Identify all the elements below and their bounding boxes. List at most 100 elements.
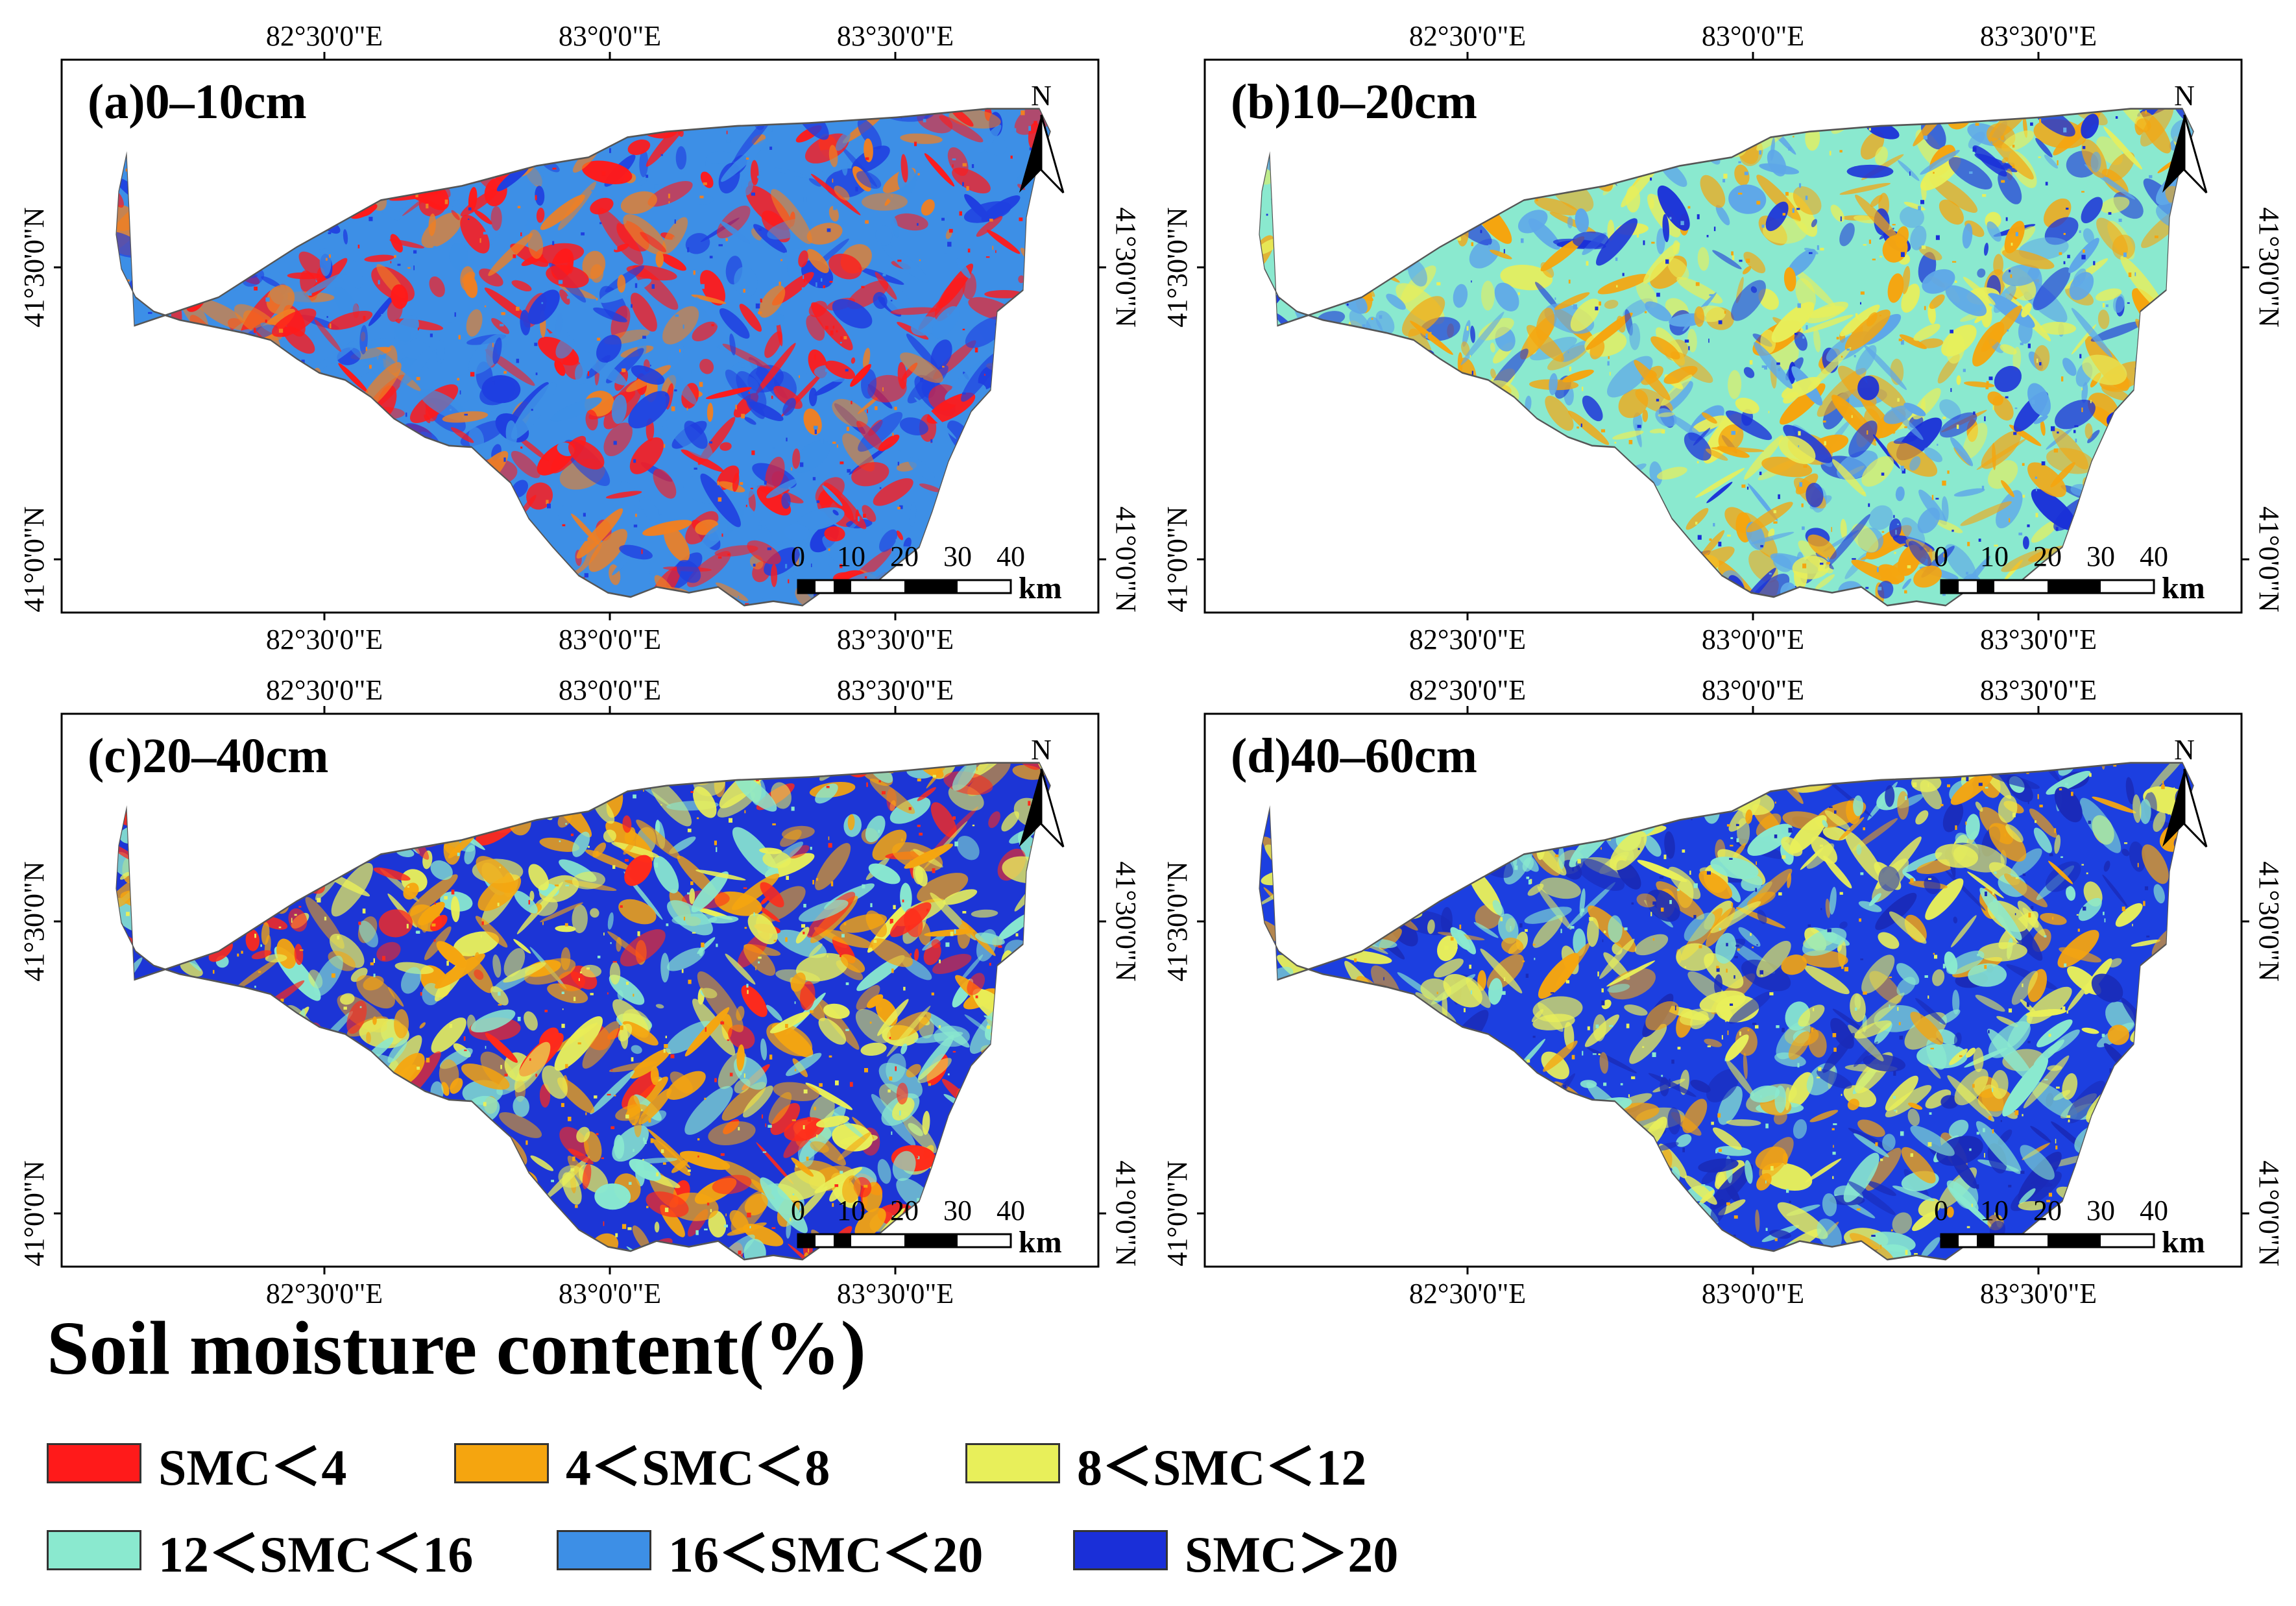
moisture-speckle [1028, 801, 1031, 806]
moisture-speckle [788, 487, 791, 490]
moisture-speckle [1952, 261, 1957, 263]
moisture-speckle [1956, 424, 1959, 430]
moisture-patch [712, 1174, 752, 1195]
moisture-speckle [415, 259, 419, 264]
moisture-patch [555, 925, 576, 932]
tick-bottom-1: 82°30'0"E [266, 1278, 383, 1309]
moisture-speckle [1852, 558, 1856, 560]
moisture-patch [1878, 932, 1900, 949]
moisture-speckle [747, 990, 749, 994]
moisture-speckle [843, 922, 847, 925]
moisture-speckle [690, 881, 694, 885]
moisture-patch [893, 213, 928, 231]
moisture-patch [1945, 285, 1987, 317]
moisture-speckle [660, 154, 663, 156]
moisture-patch [1480, 280, 1495, 311]
moisture-patch [401, 967, 422, 994]
moisture-patch [1892, 1212, 1913, 1234]
moisture-patch [1783, 267, 1796, 292]
moisture-speckle [498, 1004, 502, 1006]
moisture-speckle [599, 222, 602, 225]
moisture-patch [708, 916, 739, 924]
moisture-patch [466, 309, 483, 337]
moisture-speckle [1792, 208, 1795, 213]
moisture-speckle [762, 1151, 767, 1153]
moisture-patch [1656, 467, 1687, 480]
moisture-speckle [2022, 494, 2025, 498]
moisture-speckle [1933, 171, 1935, 174]
moisture-patch [1854, 1133, 1889, 1158]
moisture-speckle [902, 899, 904, 903]
moisture-speckle [865, 157, 869, 160]
moisture-patch [1813, 328, 1821, 352]
moisture-speckle [975, 995, 978, 999]
moisture-speckle [750, 590, 752, 594]
moisture-speckle [833, 205, 837, 210]
moisture-patch [1887, 441, 1938, 477]
moisture-patch [2059, 947, 2102, 963]
moisture-speckle [415, 193, 418, 197]
moisture-patch [234, 956, 281, 991]
moisture-speckle [284, 260, 289, 262]
moisture-speckle [1713, 226, 1716, 232]
moisture-patch [1901, 517, 1926, 548]
moisture-speckle [2128, 272, 2132, 277]
moisture-speckle [931, 992, 934, 995]
moisture-patch [1540, 236, 1585, 272]
moisture-patch [2035, 138, 2053, 158]
moisture-speckle [1723, 173, 1728, 179]
moisture-patch [436, 941, 467, 968]
moisture-patch [770, 1102, 801, 1136]
moisture-patch [1643, 242, 1680, 284]
moisture-patch [745, 480, 762, 500]
moisture-speckle [406, 923, 409, 929]
moisture-patch [961, 351, 1000, 402]
moisture-speckle [232, 290, 236, 294]
moisture-patch [572, 904, 588, 934]
moisture-speckle [1688, 346, 1690, 350]
moisture-patch [1570, 298, 1601, 332]
scale-label-20: 20 [890, 1195, 919, 1226]
moisture-patch [1962, 223, 1973, 249]
moisture-patch [568, 1148, 594, 1165]
moisture-speckle [888, 1089, 891, 1093]
moisture-speckle [1708, 338, 1710, 343]
moisture-speckle [1824, 441, 1826, 446]
moisture-patch [2081, 382, 2088, 404]
moisture-speckle [663, 444, 666, 448]
moisture-patch [1817, 1218, 1842, 1249]
moisture-patch [1990, 1069, 2009, 1099]
moisture-speckle [1876, 567, 1879, 572]
moisture-patch [655, 250, 664, 268]
moisture-speckle [317, 897, 321, 903]
moisture-speckle [542, 921, 544, 925]
moisture-patch [1001, 811, 1020, 832]
moisture-speckle [840, 953, 841, 958]
tick-top-2: 83°0'0"E [559, 674, 661, 706]
moisture-speckle [693, 270, 695, 275]
moisture-patch [1656, 228, 1665, 254]
moisture-patch [1726, 1119, 1761, 1126]
tick-right-1: 41°30'0"N [1110, 207, 1142, 327]
moisture-patch [892, 842, 943, 871]
moisture-speckle [578, 978, 580, 981]
moisture-patch [832, 398, 868, 428]
moisture-speckle [875, 406, 878, 411]
moisture-speckle [879, 487, 882, 489]
moisture-speckle [1986, 381, 1989, 386]
moisture-patch [1712, 250, 1742, 269]
moisture-speckle [373, 973, 376, 977]
moisture-speckle [433, 939, 436, 942]
moisture-speckle [457, 852, 460, 857]
scale-bar: 0 10 20 30 40 km [1934, 541, 2205, 605]
moisture-patch [1658, 412, 1675, 417]
moisture-patch [513, 1095, 529, 1117]
moisture-speckle [897, 450, 901, 452]
moisture-speckle [633, 794, 636, 799]
moisture-speckle [433, 246, 437, 249]
moisture-patch [649, 777, 692, 827]
moisture-speckle [2145, 110, 2147, 114]
moisture-speckle [688, 979, 692, 984]
moisture-speckle [767, 1125, 772, 1128]
moisture-patch [611, 395, 627, 424]
